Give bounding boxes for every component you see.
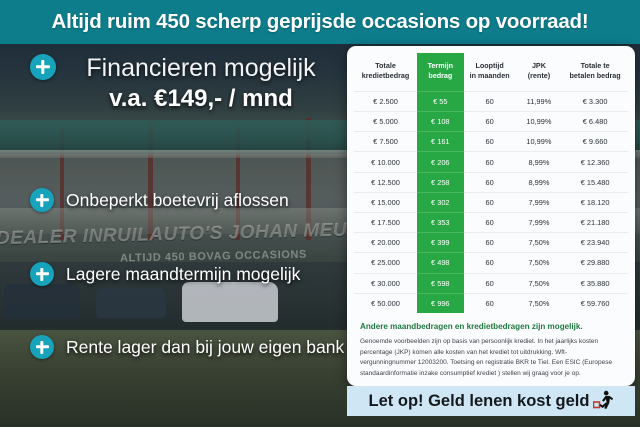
cell-monthly-payment: € 302 [417, 191, 464, 213]
benefit-item-2: Lagere maandtermijn mogelijk [30, 262, 346, 286]
column-header-term: Looptijd in maanden [469, 61, 510, 81]
cell-term: 60 [463, 111, 516, 132]
warning-text: Let op! Geld lenen kost geld [368, 391, 590, 410]
plus-icon [30, 262, 54, 286]
headline-line-1: Financieren mogelijk [86, 54, 316, 82]
cell-apr: 8,99% [515, 171, 563, 193]
cell-credit-amount: € 50.000 [354, 292, 418, 313]
cell-apr: 7,50% [515, 292, 563, 313]
disclaimer-heading: Andere maandbedragen en kredietbedragen … [360, 321, 583, 331]
benefit-label: Lagere maandtermijn mogelijk [66, 263, 301, 284]
cell-credit-amount: € 17.500 [354, 211, 418, 233]
cell-credit-amount: € 10.000 [354, 151, 418, 173]
cell-total-payable: € 12.360 [562, 151, 628, 173]
column-header-apr: JPK (rente) [527, 61, 551, 81]
cell-term: 60 [463, 191, 516, 213]
cell-credit-amount: € 7.500 [354, 131, 418, 152]
cell-total-payable: € 9.660 [562, 131, 628, 152]
cell-credit-amount: € 2.500 [354, 90, 418, 112]
cell-apr: 10,99% [515, 131, 563, 152]
cell-monthly-payment: € 996 [417, 292, 464, 313]
rate-table-card: Totale kredietbedrag Termijn bedrag Loop… [347, 46, 635, 386]
cell-term: 60 [463, 151, 516, 173]
table-row: € 50.000 € 996 60 7,50% € 59.760 [354, 292, 628, 313]
table-row: € 30.000 € 598 60 7,50% € 35.880 [354, 272, 628, 294]
cell-monthly-payment: € 55 [417, 90, 464, 112]
financing-rate-table: Totale kredietbedrag Termijn bedrag Loop… [354, 53, 628, 313]
cell-term: 60 [463, 171, 516, 193]
cell-term: 60 [463, 252, 516, 274]
loan-warning-banner: Let op! Geld lenen kost geld [347, 386, 635, 416]
running-man-icon [593, 390, 614, 409]
column-header-credit-amount: Totale kredietbedrag [361, 61, 410, 81]
cell-monthly-payment: € 399 [417, 232, 464, 253]
cell-apr: 7,50% [515, 272, 563, 294]
cell-monthly-payment: € 258 [417, 171, 464, 193]
cell-total-payable: € 15.480 [562, 171, 628, 193]
cell-total-payable: € 3.300 [562, 90, 628, 112]
column-header-total-payable: Totale te betalen bedrag [569, 61, 621, 81]
cell-total-payable: € 21.180 [562, 211, 628, 233]
cell-term: 60 [463, 292, 516, 313]
cell-credit-amount: € 12.500 [354, 171, 418, 193]
cell-term: 60 [463, 272, 516, 294]
table-row: € 10.000 € 206 60 8,99% € 12.360 [354, 151, 628, 173]
cell-monthly-payment: € 498 [417, 252, 464, 274]
financing-headline-block: Financieren mogelijk v.a. €149,- / mnd [30, 54, 346, 114]
benefit-item-3: Rente lager dan bij jouw eigen bank [30, 335, 346, 359]
headline-line-2: v.a. €149,- / mnd [109, 85, 293, 112]
cell-term: 60 [463, 211, 516, 233]
cell-monthly-payment: € 353 [417, 211, 464, 233]
disclaimer-body: Genoemde voorbeelden zijn op basis van p… [360, 338, 613, 377]
cell-credit-amount: € 5.000 [354, 111, 418, 132]
benefit-item-1: Onbeperkt boetevrij aflossen [30, 188, 346, 212]
table-row: € 12.500 € 258 60 8,99% € 15.480 [354, 171, 628, 193]
cell-total-payable: € 35.880 [562, 272, 628, 294]
cell-total-payable: € 18.120 [562, 191, 628, 213]
cell-monthly-payment: € 108 [417, 111, 464, 132]
cell-apr: 10,99% [515, 111, 563, 132]
cell-monthly-payment: € 161 [417, 131, 464, 152]
table-row: € 20.000 € 399 60 7,50% € 23.940 [354, 232, 628, 253]
column-header-monthly-payment: Termijn bedrag [417, 53, 464, 92]
top-promo-banner: Altijd ruim 450 scherp geprijsde occasio… [0, 0, 640, 44]
cell-apr: 7,50% [515, 252, 563, 274]
cell-credit-amount: € 25.000 [354, 252, 418, 274]
cell-total-payable: € 29.880 [562, 252, 628, 274]
benefit-label: Rente lager dan bij jouw eigen bank [66, 336, 345, 357]
cell-credit-amount: € 20.000 [354, 232, 418, 253]
promo-left-column: Financieren mogelijk v.a. €149,- / mnd O… [0, 44, 346, 427]
table-header-row: Totale kredietbedrag Termijn bedrag Loop… [354, 53, 628, 92]
table-row: € 5.000 € 108 60 10,99% € 6.480 [354, 111, 628, 132]
cell-apr: 7,50% [515, 232, 563, 253]
cell-credit-amount: € 15.000 [354, 191, 418, 213]
cell-monthly-payment: € 598 [417, 272, 464, 294]
table-row: € 2.500 € 55 60 11,99% € 3.300 [354, 90, 628, 112]
plus-icon [30, 188, 54, 212]
cell-total-payable: € 6.480 [562, 111, 628, 132]
cell-apr: 8,99% [515, 151, 563, 173]
cell-total-payable: € 23.940 [562, 232, 628, 253]
cell-term: 60 [463, 90, 516, 112]
cell-term: 60 [463, 131, 516, 152]
table-row: € 25.000 € 498 60 7,50% € 29.880 [354, 252, 628, 274]
cell-credit-amount: € 30.000 [354, 272, 418, 294]
cell-apr: 11,99% [515, 90, 563, 112]
benefit-label: Onbeperkt boetevrij aflossen [66, 189, 289, 210]
cell-apr: 7,99% [515, 211, 563, 233]
cell-apr: 7,99% [515, 191, 563, 213]
plus-icon [30, 54, 56, 80]
plus-icon [30, 335, 54, 359]
table-row: € 15.000 € 302 60 7,99% € 18.120 [354, 191, 628, 213]
table-row: € 17.500 € 353 60 7,99% € 21.180 [354, 211, 628, 233]
cell-term: 60 [463, 232, 516, 253]
table-row: € 7.500 € 161 60 10,99% € 9.660 [354, 131, 628, 152]
cell-monthly-payment: € 206 [417, 151, 464, 173]
disclaimer-block: Andere maandbedragen en kredietbedragen … [354, 313, 628, 380]
cell-total-payable: € 59.760 [562, 292, 628, 313]
banner-headline: Altijd ruim 450 scherp geprijsde occasio… [51, 10, 589, 33]
